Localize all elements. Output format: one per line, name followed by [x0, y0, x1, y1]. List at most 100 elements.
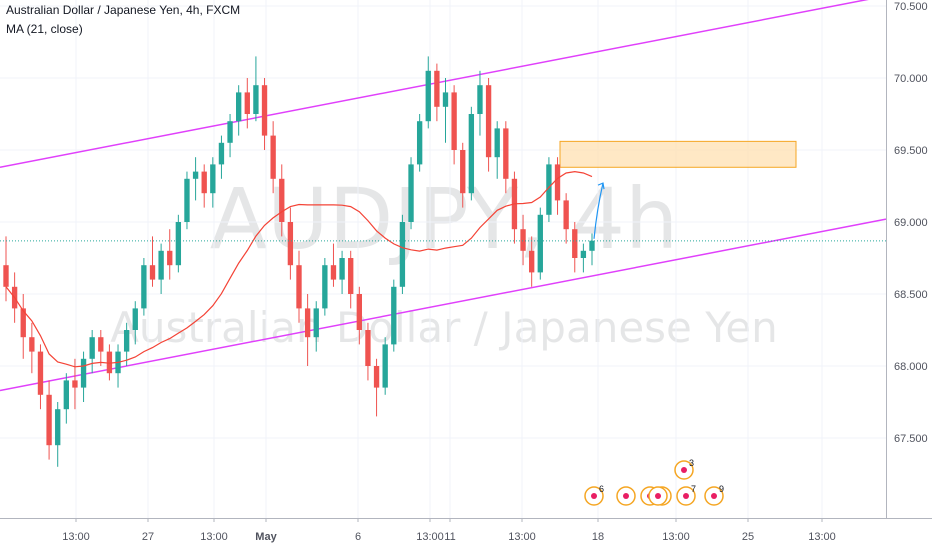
candle-body — [434, 70, 440, 107]
candle-body — [373, 366, 380, 388]
candle-body — [98, 337, 104, 352]
candle-body — [141, 265, 147, 309]
event-label: 9 — [719, 484, 724, 494]
price-tick-label: 70.000 — [894, 73, 928, 85]
candle-body — [167, 250, 173, 266]
candle-body — [348, 258, 354, 294]
supply-zone-rect[interactable] — [559, 140, 797, 168]
candle-body — [313, 308, 319, 338]
arrow-path[interactable] — [593, 182, 604, 239]
time-tick-label: 13:00 — [508, 531, 536, 543]
candle-body — [244, 92, 250, 114]
candle-body — [554, 164, 561, 201]
supply-zone[interactable] — [559, 140, 797, 168]
moving-average — [5, 170, 593, 368]
candle-body — [149, 265, 156, 280]
candle-body — [391, 286, 397, 345]
event-marker[interactable]: 9 — [704, 484, 724, 506]
candle-body — [503, 128, 509, 179]
candle-body — [304, 308, 311, 338]
candle-body — [210, 164, 216, 194]
candle-body — [46, 394, 52, 446]
price-tick-label: 68.500 — [894, 289, 928, 301]
candle-body — [227, 121, 233, 143]
event-label: 3 — [689, 458, 694, 468]
candle-body — [589, 240, 595, 251]
candle-body — [72, 380, 78, 388]
candle-body — [425, 70, 431, 122]
candle-body — [261, 85, 268, 136]
time-tick-label: 11 — [444, 531, 455, 543]
time-tick-label: May — [255, 531, 277, 543]
candle-body — [123, 330, 130, 352]
candle-body — [537, 214, 543, 273]
time-tick-label: 13:00 — [808, 531, 836, 543]
candle-body — [192, 171, 199, 179]
trend-channel[interactable] — [0, 0, 887, 392]
candle-body — [201, 171, 207, 194]
candle-body — [253, 85, 259, 114]
chart-title: Australian Dollar / Japanese Yen, 4h, FX… — [6, 3, 241, 17]
event-dot-icon — [655, 493, 661, 499]
price-tick-label: 70.500 — [894, 1, 928, 13]
candle-body — [330, 265, 337, 280]
candle-body — [339, 258, 345, 280]
arrow-head[interactable] — [597, 182, 605, 190]
price-tick-label: 69.000 — [894, 217, 928, 229]
candle-body — [572, 229, 578, 258]
candle-body — [382, 344, 388, 388]
event-dot-icon — [681, 467, 687, 473]
price-tick-label: 68.000 — [894, 361, 928, 373]
time-tick-label: 13:00 — [416, 531, 444, 543]
event-label: 7 — [691, 484, 696, 494]
candle-body — [442, 92, 449, 107]
candle-body — [29, 337, 35, 352]
candle-body — [494, 128, 500, 158]
candle-body — [563, 200, 569, 230]
candle-body — [55, 409, 61, 446]
event-marker[interactable]: 7 — [676, 484, 696, 506]
indicator-label[interactable]: MA (21, close) — [6, 22, 83, 36]
candle-body — [520, 229, 526, 251]
event-dot-icon — [683, 493, 689, 499]
candle-body — [296, 265, 302, 309]
channel-upper-line[interactable] — [0, 0, 886, 169]
channel-lower-line[interactable] — [0, 218, 887, 392]
event-dot-icon — [591, 493, 597, 499]
candle-body — [20, 308, 26, 338]
candle-body — [175, 222, 182, 266]
event-marker[interactable] — [648, 486, 668, 506]
candle-body — [546, 164, 552, 215]
candle-body — [132, 308, 138, 330]
candle-body — [529, 250, 535, 273]
event-marker[interactable]: 6 — [584, 484, 604, 506]
time-tick-label: 13:00 — [662, 531, 690, 543]
candle-body — [416, 121, 423, 165]
candle-body — [3, 265, 9, 287]
event-marker[interactable]: 3 — [674, 458, 694, 480]
candle-body — [80, 358, 87, 388]
candle-body — [270, 135, 276, 179]
event-markers[interactable]: 6 7 9 3 — [584, 458, 724, 506]
candle-body — [365, 330, 371, 366]
event-label: 6 — [599, 484, 604, 494]
time-tick-label: 6 — [355, 531, 361, 543]
candle-body — [158, 250, 164, 280]
ma-line — [5, 170, 593, 368]
time-tick-label: 27 — [142, 531, 154, 543]
watermark-description: Australian Dollar / Japanese Yen — [110, 303, 778, 352]
price-tick-label: 67.500 — [894, 433, 928, 445]
watermark: AUDJPY, 4h Australian Dollar / Japanese … — [110, 170, 778, 352]
candle-body — [63, 380, 69, 410]
candle-body — [399, 222, 406, 287]
event-marker[interactable] — [616, 486, 636, 506]
projection-arrow[interactable] — [593, 182, 605, 239]
grid — [0, 0, 886, 518]
time-tick-label: 25 — [742, 531, 754, 543]
candle-body — [468, 114, 475, 194]
price-axis-bg[interactable] — [886, 0, 932, 550]
candle-body — [89, 337, 95, 359]
